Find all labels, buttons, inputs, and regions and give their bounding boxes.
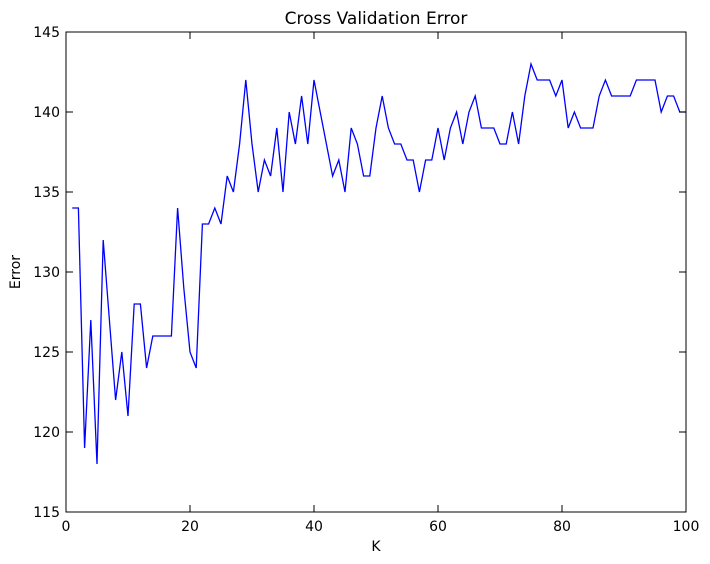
y-tick-label: 115 xyxy=(33,505,60,521)
x-axis-label: K xyxy=(371,539,381,555)
x-tick-label: 20 xyxy=(181,519,199,535)
y-axis-label: Error xyxy=(8,255,24,289)
y-tick-label: 125 xyxy=(33,345,60,361)
plot-area xyxy=(72,61,686,465)
series-line-0 xyxy=(72,61,686,465)
x-tick-label: 80 xyxy=(553,519,571,535)
chart-title: Cross Validation Error xyxy=(285,9,468,29)
x-tick-label: 40 xyxy=(305,519,323,535)
y-tick-label: 145 xyxy=(33,25,60,41)
y-tick-label: 130 xyxy=(33,265,60,281)
x-tick-label: 0 xyxy=(62,519,71,535)
y-tick-label: 140 xyxy=(33,105,60,121)
y-tick-label: 135 xyxy=(33,185,60,201)
axes-frame xyxy=(65,31,687,513)
y-tick-label: 120 xyxy=(33,425,60,441)
x-tick-label: 60 xyxy=(429,519,447,535)
x-tick-label: 100 xyxy=(673,519,700,535)
